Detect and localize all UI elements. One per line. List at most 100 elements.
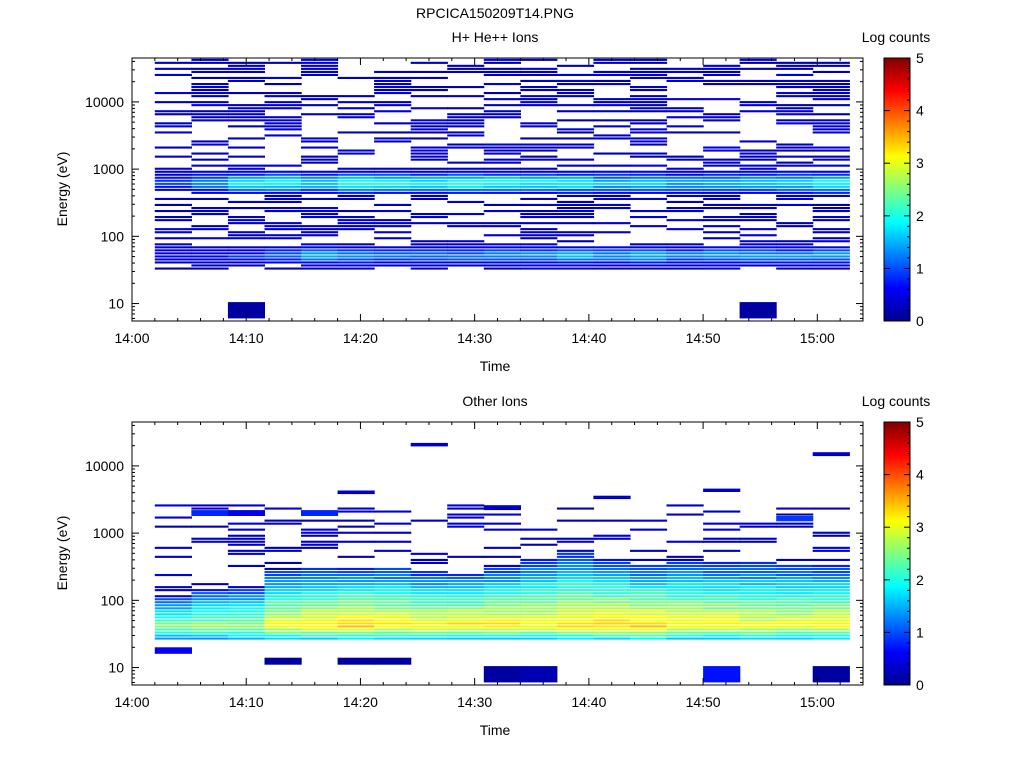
spectrogram-cell bbox=[556, 179, 595, 182]
spectrogram-cell bbox=[776, 143, 814, 146]
spectrogram-cell bbox=[301, 113, 339, 116]
spectrogram-cell bbox=[374, 176, 412, 179]
spectrogram-cell bbox=[556, 607, 595, 610]
spectrogram-cell bbox=[154, 607, 192, 610]
spectrogram-cell bbox=[337, 574, 375, 577]
spectrogram-cell bbox=[556, 592, 595, 595]
spectrogram-cell bbox=[483, 152, 521, 155]
spectrogram-cell bbox=[301, 625, 339, 628]
spectrogram-cell bbox=[630, 264, 668, 267]
spectrogram-cell bbox=[154, 216, 192, 219]
spectrogram-cell bbox=[447, 261, 485, 264]
spectrogram-cell bbox=[447, 107, 485, 110]
spectrogram-cell bbox=[520, 267, 558, 270]
x-axis-label: Time bbox=[480, 358, 511, 374]
spectrogram-cell bbox=[483, 522, 521, 525]
spectrogram-cell bbox=[337, 116, 375, 119]
spectrogram-cell bbox=[191, 110, 229, 113]
spectrogram-cell bbox=[301, 637, 339, 640]
spectrogram-cell bbox=[154, 525, 192, 528]
spectrogram-cell bbox=[556, 222, 595, 225]
spectrogram-cell bbox=[812, 616, 850, 619]
spectrogram-cell bbox=[264, 592, 302, 595]
spectrogram-cell bbox=[301, 225, 339, 228]
spectrogram-cell bbox=[483, 170, 521, 173]
spectrogram-cell bbox=[666, 207, 704, 210]
spectrogram-cell bbox=[593, 598, 631, 601]
spectrogram-cell bbox=[556, 207, 595, 210]
spectrogram-cell bbox=[264, 631, 302, 634]
spectrogram-cell bbox=[776, 589, 814, 592]
spectrogram-cell bbox=[520, 137, 558, 140]
spectrogram-cell bbox=[556, 246, 595, 249]
spectrogram-cell bbox=[556, 104, 595, 107]
spectrogram-cell bbox=[337, 604, 375, 607]
spectrogram-cell bbox=[374, 589, 412, 592]
spectrogram-cell bbox=[410, 122, 448, 125]
spectrogram-cell bbox=[666, 210, 704, 213]
spectrogram-cell bbox=[556, 264, 595, 267]
spectrogram-cell bbox=[410, 191, 448, 194]
spectrogram-cell bbox=[191, 140, 229, 143]
spectrogram-cell bbox=[301, 216, 339, 219]
spectrogram-cell bbox=[264, 95, 302, 98]
spectrogram-cell bbox=[666, 246, 704, 249]
spectrogram-cell bbox=[812, 98, 850, 101]
spectrogram-cell bbox=[374, 580, 412, 583]
spectrogram-cell bbox=[483, 567, 521, 570]
spectrogram-cell bbox=[447, 161, 485, 164]
spectrogram-cell bbox=[703, 522, 741, 525]
spectrogram-cell bbox=[301, 104, 339, 107]
spectrogram-cell bbox=[776, 622, 814, 625]
spectrogram-cell bbox=[776, 577, 814, 580]
spectrogram-cell bbox=[483, 592, 521, 595]
spectrogram-cell bbox=[703, 73, 741, 76]
spectrogram-cell bbox=[812, 531, 850, 534]
spectrogram-cell bbox=[593, 137, 631, 140]
spectrogram-cell bbox=[301, 628, 339, 631]
spectrogram-cell bbox=[264, 185, 302, 188]
spectrogram-cell bbox=[447, 258, 485, 261]
spectrogram-cell bbox=[191, 92, 229, 95]
spectrogram-cell bbox=[812, 255, 850, 258]
spectrogram-cell bbox=[666, 613, 704, 616]
spectrogram-cell bbox=[191, 83, 229, 86]
spectrogram-cell bbox=[447, 522, 485, 525]
x-axis-label: Time bbox=[480, 722, 511, 738]
spectrogram-cell bbox=[739, 637, 777, 640]
spectrogram-cell bbox=[410, 610, 448, 613]
y-tick-label: 100 bbox=[101, 592, 125, 608]
spectrogram-cell bbox=[337, 264, 375, 267]
spectrogram-cell bbox=[154, 616, 192, 619]
spectrogram-cell bbox=[703, 637, 741, 640]
spectrogram-cell bbox=[264, 507, 302, 510]
isolated-cell bbox=[483, 505, 521, 511]
spectrogram-cell bbox=[301, 140, 339, 143]
spectrogram-cell bbox=[154, 122, 192, 125]
spectrogram-cell bbox=[666, 107, 704, 110]
spectrogram-cell bbox=[410, 586, 448, 589]
panel-h-he-ions: H+ He++ Ions 14:00 14:10 14:20 14:30 14:40 14… bbox=[54, 29, 930, 374]
spectrogram-cell bbox=[264, 595, 302, 598]
colorbar-tick-label: 3 bbox=[916, 519, 924, 535]
spectrogram-cell bbox=[227, 216, 265, 219]
spectrogram-cell bbox=[739, 607, 777, 610]
spectrogram-cell bbox=[374, 110, 412, 113]
spectrogram-cell bbox=[227, 613, 265, 616]
spectrogram-cell bbox=[227, 634, 265, 637]
x-tick-label: 14:30 bbox=[457, 330, 492, 346]
spectrogram-cell bbox=[556, 79, 595, 82]
spectrogram-cell bbox=[447, 185, 485, 188]
spectrogram-cell bbox=[301, 607, 339, 610]
spectrogram-cell bbox=[703, 625, 741, 628]
spectrogram-cell bbox=[154, 188, 192, 191]
spectrogram-cell bbox=[739, 240, 777, 243]
spectrogram-cell bbox=[776, 261, 814, 264]
spectrogram-cell bbox=[520, 86, 558, 89]
spectrogram-cell bbox=[703, 607, 741, 610]
spectrogram-cell bbox=[812, 567, 850, 570]
spectrogram-cell bbox=[227, 552, 265, 555]
spectrogram-cell bbox=[703, 564, 741, 567]
spectrogram-cell bbox=[227, 222, 265, 225]
spectrogram-cell bbox=[593, 580, 631, 583]
